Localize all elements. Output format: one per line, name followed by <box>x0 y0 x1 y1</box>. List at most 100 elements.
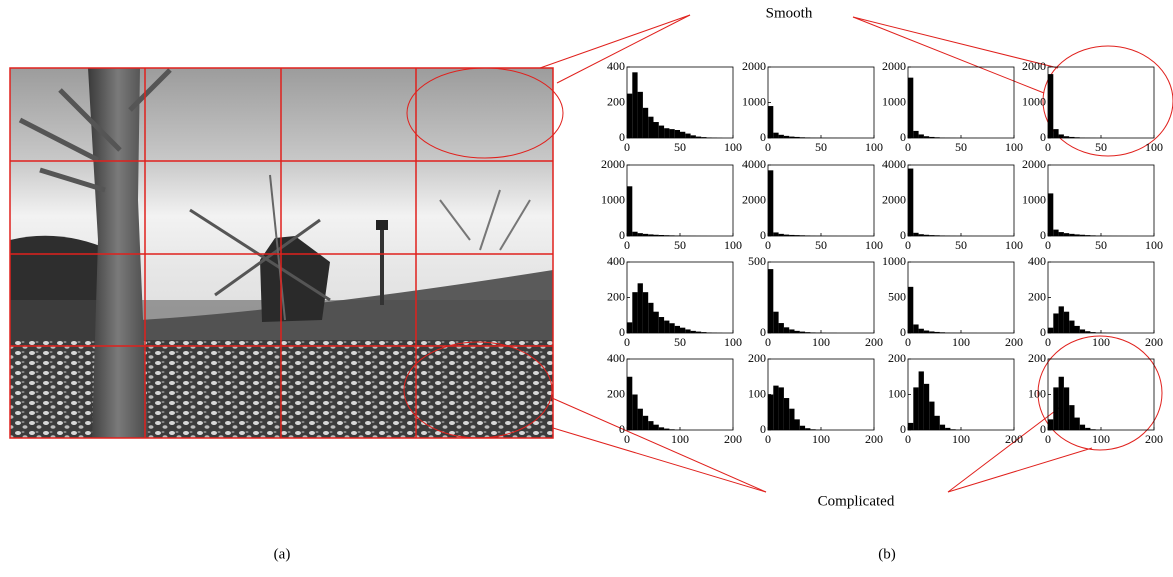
bar <box>929 235 935 236</box>
x-tick-label: 100 <box>1145 238 1163 252</box>
bar <box>773 232 779 236</box>
x-tick-label: 100 <box>865 238 883 252</box>
bar <box>1063 136 1070 138</box>
y-tick-label: 2000 <box>882 59 906 73</box>
bar <box>637 283 643 333</box>
bar <box>632 394 638 430</box>
x-tick-label: 100 <box>1005 140 1023 154</box>
bar <box>642 292 649 333</box>
bar <box>627 322 633 333</box>
y-tick-label: 2000 <box>1022 157 1046 171</box>
y-tick-label: 500 <box>748 254 766 268</box>
bar <box>1063 387 1070 430</box>
bar <box>913 324 919 333</box>
y-tick-label: 200 <box>888 351 906 365</box>
x-tick-label: 0 <box>765 432 771 446</box>
plot-frame <box>1047 66 1155 139</box>
x-tick-label: 0 <box>1045 335 1051 349</box>
bar <box>783 398 790 430</box>
y-tick-label: 0 <box>619 228 625 242</box>
bar <box>1069 136 1075 138</box>
bar <box>690 135 696 138</box>
y-tick-label: 200 <box>1028 289 1046 303</box>
y-tick-label: 0 <box>1040 422 1046 436</box>
y-tick-label: 0 <box>619 325 625 339</box>
bar <box>642 233 649 236</box>
x-tick-label: 50 <box>674 335 686 349</box>
bar <box>799 331 806 333</box>
x-tick-label: 100 <box>724 140 742 154</box>
x-tick-label: 0 <box>905 432 911 446</box>
y-tick-label: 2000 <box>882 192 906 206</box>
x-tick-label: 200 <box>865 335 883 349</box>
bar <box>799 425 806 430</box>
y-tick-label: 0 <box>900 325 906 339</box>
bar <box>768 106 774 138</box>
y-tick-label: 0 <box>760 228 766 242</box>
bar <box>1058 376 1064 430</box>
y-tick-label: 4000 <box>882 157 906 171</box>
block-grid <box>9 67 554 439</box>
x-tick-label: 0 <box>1045 140 1051 154</box>
bar <box>632 292 638 333</box>
y-tick-label: 0 <box>760 422 766 436</box>
x-tick-label: 100 <box>1005 238 1023 252</box>
x-tick-label: 0 <box>624 432 630 446</box>
y-tick-label: 200 <box>607 94 625 108</box>
bar <box>1048 193 1054 236</box>
bar <box>773 385 779 430</box>
x-tick-label: 0 <box>765 238 771 252</box>
bar <box>664 428 670 430</box>
bar <box>789 408 795 430</box>
x-tick-label: 50 <box>1095 238 1107 252</box>
bar <box>805 332 811 333</box>
bar <box>789 234 795 236</box>
y-tick-label: 2000 <box>742 192 766 206</box>
x-tick-label: 50 <box>955 140 967 154</box>
bar <box>1074 234 1080 236</box>
bar <box>913 130 919 138</box>
bar <box>778 387 784 430</box>
bar <box>695 136 702 138</box>
bar <box>658 235 665 236</box>
y-tick-label: 500 <box>888 289 906 303</box>
x-tick-label: 0 <box>1045 238 1051 252</box>
bar <box>685 133 691 138</box>
bar <box>934 331 940 333</box>
bar <box>789 136 795 138</box>
plot-frame <box>907 261 1015 334</box>
bar <box>1048 327 1054 333</box>
bar <box>642 107 649 138</box>
x-tick-label: 0 <box>765 335 771 349</box>
bar <box>778 323 784 333</box>
y-tick-label: 0 <box>619 422 625 436</box>
bar <box>642 415 649 430</box>
bar <box>1069 405 1075 430</box>
bar <box>674 325 680 333</box>
annotation: Smooth <box>766 5 813 21</box>
bar <box>658 427 665 430</box>
bar <box>1053 129 1059 138</box>
bar <box>1058 134 1064 138</box>
bar <box>690 330 696 333</box>
x-tick-label: 50 <box>1095 140 1107 154</box>
x-tick-label: 0 <box>905 335 911 349</box>
bar <box>1079 424 1086 430</box>
plot-frame <box>907 66 1015 139</box>
y-tick-label: 400 <box>607 59 625 73</box>
y-tick-label: 2000 <box>1022 59 1046 73</box>
x-tick-label: 50 <box>815 140 827 154</box>
bar <box>653 311 659 333</box>
annotation: Complicated <box>818 493 895 509</box>
bar <box>1053 387 1059 430</box>
bar <box>701 332 707 333</box>
y-tick-label: 1000 <box>742 94 766 108</box>
plot-frame <box>767 261 875 334</box>
y-tick-label: 1000 <box>1022 192 1046 206</box>
y-tick-label: 1000 <box>601 192 625 206</box>
bar <box>794 419 800 430</box>
bar <box>637 408 643 430</box>
panel-label: (b) <box>878 546 896 562</box>
bar <box>768 170 774 236</box>
